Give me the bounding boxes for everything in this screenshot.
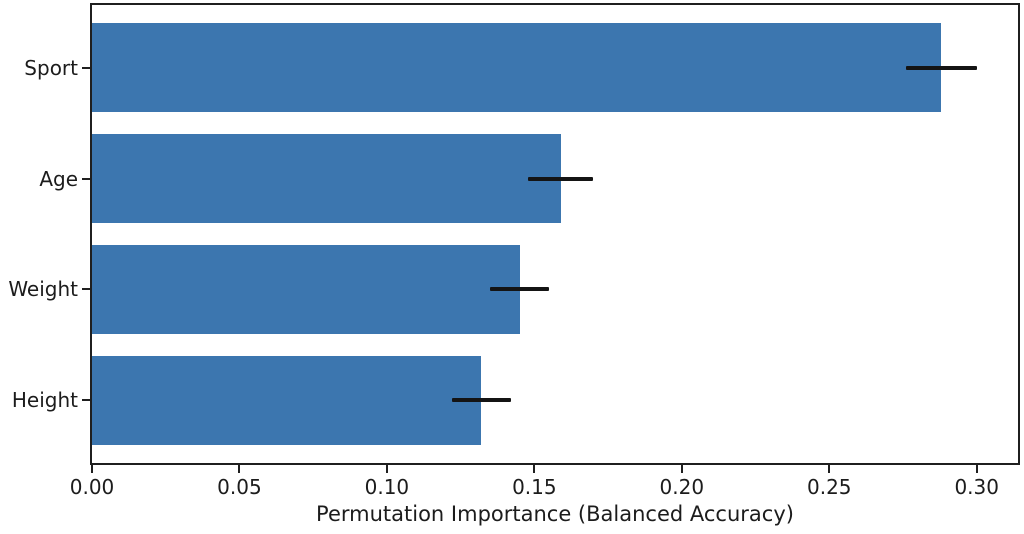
x-tick-mark [975, 465, 978, 473]
y-tick-mark [82, 399, 90, 402]
x-tick-label-0.10: 0.10 [364, 475, 410, 499]
y-tick-mark [82, 288, 90, 291]
x-tick-label-0.20: 0.20 [659, 475, 705, 499]
y-tick-label-height: Height [11, 388, 78, 413]
error-bar-sport [905, 65, 977, 70]
x-tick-mark [385, 465, 388, 473]
y-tick-label-weight: Weight [8, 277, 78, 302]
bars-layer [92, 5, 1018, 463]
bar-height [92, 355, 482, 445]
y-tick-label-age: Age [39, 166, 78, 191]
bar-age [92, 134, 561, 223]
y-tick-mark [82, 66, 90, 69]
y-tick-label-sport: Sport [24, 55, 78, 80]
x-tick-label-0.30: 0.30 [954, 475, 999, 499]
x-tick-label-0.05: 0.05 [217, 475, 262, 499]
x-tick-label-0.00: 0.00 [69, 475, 115, 499]
y-tick-mark [82, 177, 90, 180]
error-bar-weight [490, 287, 550, 292]
x-tick-mark [828, 465, 831, 473]
bar-sport [92, 23, 942, 113]
x-tick-mark [533, 465, 536, 473]
error-bar-height [451, 398, 511, 403]
x-tick-mark [238, 465, 241, 473]
x-axis-label: Permutation Importance (Balanced Accurac… [316, 502, 794, 526]
x-tick-label-0.25: 0.25 [806, 475, 852, 499]
bar-weight [92, 245, 520, 334]
x-tick-mark [680, 465, 683, 473]
x-tick-label-0.15: 0.15 [512, 475, 557, 499]
error-bar-age [528, 176, 594, 181]
x-tick-mark [91, 465, 93, 473]
